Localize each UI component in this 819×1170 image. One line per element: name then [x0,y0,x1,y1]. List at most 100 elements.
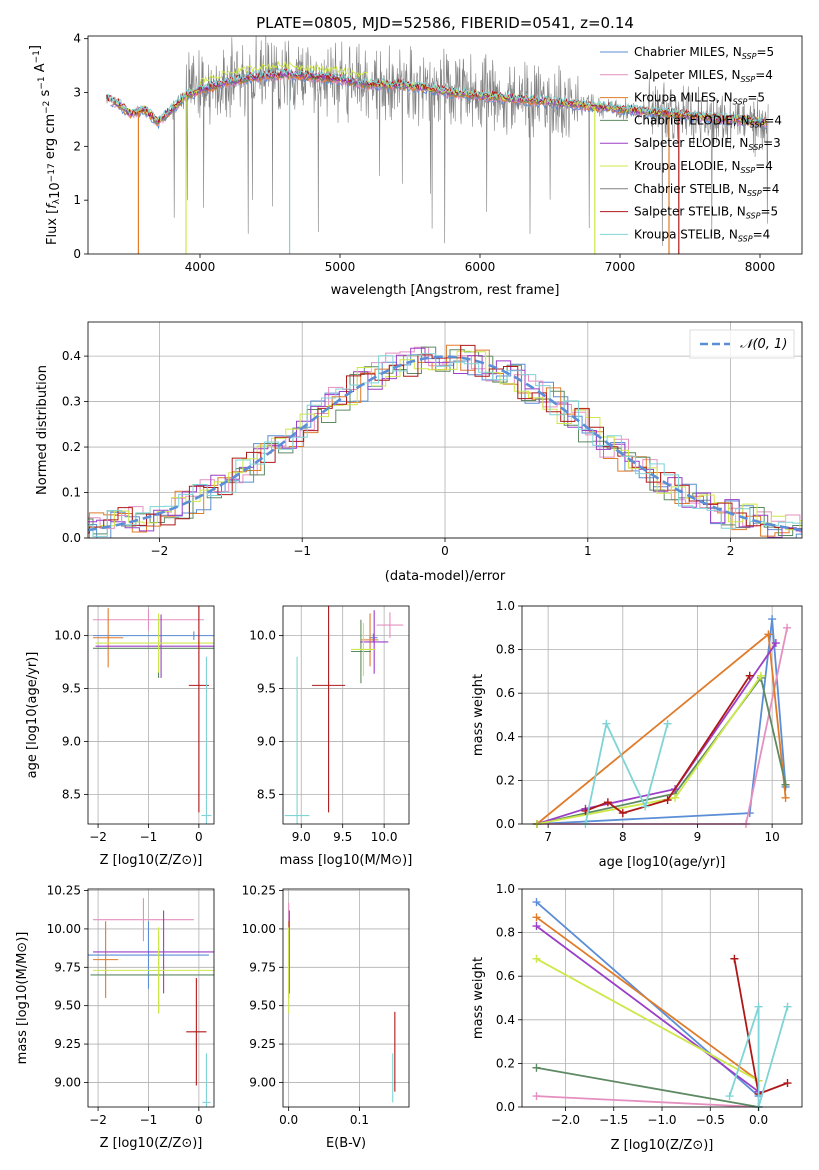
weight-vs-Z-ytick-label: 1.0 [496,882,515,896]
spectrum-model-kroupa-stelib [106,67,768,124]
weight-vs-age-ytick-label: 0.2 [496,773,515,787]
spectrum-legend-label: Kroupa STELIB, NSSP=4 [634,227,770,243]
weight-vs-age-ytick-label: 0.6 [496,686,515,700]
age-vs-Z-frame [87,605,215,825]
spectrum-legend-label: Kroupa MILES, NSSP=5 [634,91,765,107]
residuals-ytick-label: 0.2 [62,440,81,454]
weight-vs-age-xtick-label: 8 [619,830,627,844]
weight-vs-age-ytick-label: 0.4 [496,730,515,744]
mass-vs-Z-ylabel: mass [log10(M/M⊙)] [15,932,30,1065]
spectrum-model-salpeter-stelib [105,68,768,124]
spectrum-legend-label: Salpeter ELODIE, NSSP=3 [634,136,781,152]
residuals-ylabel: Normed distribution [35,365,50,495]
weight-vs-Z-ytick-label: 0.8 [496,926,515,940]
weight-vs-age-series-line [536,618,787,825]
weight-vs-age-point-marker [603,798,612,807]
age-vs-Z-ytick-label: 9.0 [62,734,81,748]
mass-vs-EBV-ytick-label: 10.00 [242,922,276,936]
mass-vs-Z-frame [87,888,215,1108]
weight-vs-Z-ytick-label: 0.4 [496,1013,515,1027]
grid-layer [88,322,802,1108]
weight-vs-Z-point-marker [783,1079,792,1088]
weight-vs-age-xtick-label: 7 [544,830,552,844]
spectrum-legend-label: Salpeter STELIB, NSSP=5 [634,205,778,221]
weight-vs-age-series-line [536,675,762,825]
weight-vs-age-point-marker [756,671,765,680]
residual-histogram-kroupa-stelib [88,353,802,537]
weight-vs-age-ytick-label: 1.0 [496,599,515,613]
residuals-ytick-label: 0.3 [62,395,81,409]
weight-vs-Z-point-marker [532,954,541,963]
weight-vs-age-point-marker [771,639,780,648]
weight-vs-age-xlabel: age [log10(age/yr)] [599,855,726,870]
weight-vs-Z-point-marker [730,954,739,963]
mass-vs-Z-ytick-label: 9.25 [54,1037,81,1051]
residual-histogram-salpeter-elodie [88,347,802,538]
age-vs-Z-ytick-label: 8.5 [62,787,81,801]
weight-vs-Z-point-marker [532,922,541,931]
weight-vs-Z-xtick-label: −1.0 [647,1113,676,1127]
residuals-ytick-label: 0.4 [62,349,81,363]
mass-vs-EBV-ytick-label: 9.25 [249,1037,276,1051]
weight-vs-Z-xtick-label: −1.5 [599,1113,628,1127]
spectrum-xlabel: wavelength [Angstrom, rest frame] [331,283,560,298]
age-vs-mass-ytick-label: 9.0 [257,734,276,748]
residuals-xtick-label: 1 [584,544,592,558]
spectrum-legend-label: Chabrier STELIB, NSSP=4 [634,182,779,198]
weight-vs-age-point-marker [745,671,754,680]
weight-vs-age-point-marker [783,623,792,632]
weight-vs-Z-ytick-label: 0.0 [496,1100,515,1114]
residuals-xtick-label: −2 [151,544,169,558]
spectrum-ytick-label: 0 [73,247,81,261]
residual-histogram-kroupa-miles [88,344,802,538]
weight-vs-Z-xlabel: Z [log10(Z/Z⊙)] [611,1138,714,1153]
data-layer [87,36,803,1111]
residuals-legend-label: 𝒩(0, 1) [740,337,787,352]
weight-vs-age-point-marker [764,630,773,639]
age-vs-Z-ylabel: age [log10(age/yr)] [25,652,40,779]
weight-vs-age-ytick-label: 0.0 [496,817,515,831]
weight-vs-age-point-marker [781,780,790,789]
mass-vs-EBV-xtick-label: 0.1 [350,1113,369,1127]
weight-vs-Z-series-line [535,916,760,1082]
age-vs-Z-xtick-label: −2 [89,830,107,844]
spectrum-xtick-label: 6000 [465,260,496,274]
weight-vs-Z-xtick-label: 0.0 [749,1113,768,1127]
residuals-xtick-label: 0 [441,544,449,558]
weight-vs-Z-xtick-label: −2.0 [551,1113,580,1127]
weight-vs-age-series-line [584,720,669,825]
weight-vs-Z-point-marker [783,1002,792,1011]
spectrum-xtick-label: 4000 [185,260,216,274]
age-vs-Z-ytick-label: 9.5 [62,682,81,696]
mass-vs-EBV-ytick-label: 9.75 [249,960,276,974]
mass-vs-EBV-ytick-label: 9.50 [249,999,276,1013]
weight-vs-age-point-marker [671,793,680,802]
mass-vs-EBV-xlabel: E(B-V) [326,1136,366,1151]
weight-vs-Z-ylabel: mass weight [471,957,486,1039]
mass-vs-EBV-xtick-label: 0.0 [279,1113,298,1127]
spectrum-ytick-label: 3 [73,86,81,100]
weight-vs-age-xtick-label: 10 [764,830,779,844]
spectrum-legend-label: Salpeter MILES, NSSP=4 [634,68,773,84]
age-vs-mass-ytick-label: 8.5 [257,787,276,801]
weight-vs-age-point-marker [663,796,672,805]
weight-vs-age-series-line [536,627,788,825]
age-vs-Z-ytick-label: 10.0 [54,629,81,643]
weight-vs-Z-point-marker [532,898,541,907]
spectrum-legend-label: Chabrier ELODIE, NSSP=4 [634,113,782,129]
weight-vs-age-ylabel: mass weight [471,674,486,756]
spectrum-ytick-label: 2 [73,139,81,153]
age-vs-mass-xtick-label: 9.0 [292,830,311,844]
weight-vs-Z-series-line [728,1006,789,1108]
spectrum-xtick-label: 7000 [605,260,636,274]
age-vs-mass-xlabel: mass [log10(M/M⊙)] [280,853,413,868]
weight-vs-age-point-marker [641,802,650,811]
residuals-ytick-label: 0.0 [62,531,81,545]
weight-vs-age-series-line [536,632,787,825]
spectrum-xtick-label: 5000 [325,260,356,274]
spectrum-frame [87,35,803,255]
weight-vs-Z-series-line [536,958,760,1082]
mass-vs-EBV-ytick-label: 9.00 [249,1075,276,1089]
